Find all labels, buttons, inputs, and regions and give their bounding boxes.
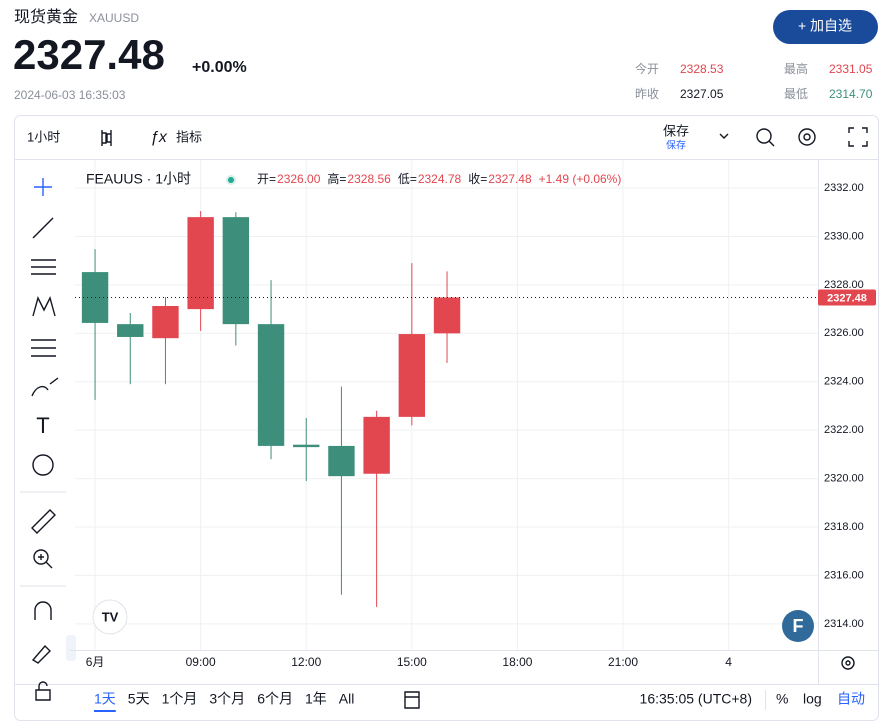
candle-body — [187, 217, 214, 310]
y-tick-label: 2316.00 — [824, 569, 864, 581]
pattern-tool[interactable] — [32, 296, 56, 317]
stat-label: 最高 — [784, 61, 808, 76]
y-tick-label: 2314.00 — [824, 618, 864, 630]
x-tick-label: 21:00 — [608, 655, 638, 669]
timestamp: 2024-06-03 16:35:03 — [14, 88, 126, 102]
ruler-tool[interactable] — [31, 509, 56, 534]
y-tick-label: 2332.00 — [824, 182, 864, 194]
range-button[interactable]: 5天 — [128, 691, 150, 707]
fx-icon[interactable]: ƒx — [150, 129, 168, 146]
range-button[interactable]: 1天 — [94, 691, 116, 707]
y-tick-label: 2330.00 — [824, 230, 864, 242]
candle-body — [363, 416, 390, 474]
f-badge[interactable]: F — [782, 610, 814, 642]
legend-value: 2326.00 — [277, 172, 321, 186]
alert-icon[interactable] — [756, 128, 775, 147]
last-price-label: 2327.48 — [827, 292, 867, 304]
save-button[interactable]: 保存 — [663, 123, 689, 138]
candle-body — [222, 217, 250, 325]
line-tool[interactable] — [32, 217, 54, 239]
y-tick-label: 2318.00 — [824, 521, 864, 533]
add-watchlist-label[interactable]: + 加自选 — [798, 18, 852, 34]
stat-value: 2327.05 — [680, 87, 724, 101]
y-tick-label: 2320.00 — [824, 473, 864, 485]
stat-value: 2328.53 — [680, 62, 724, 76]
settings-icon[interactable] — [798, 128, 816, 146]
candle-body — [257, 324, 285, 446]
date-range-icon[interactable] — [404, 691, 420, 709]
fib-tool[interactable] — [31, 339, 56, 357]
svg-text:TV: TV — [102, 609, 119, 624]
lock-draw-tool[interactable] — [31, 644, 51, 664]
stat-label: 昨收 — [635, 87, 659, 101]
chart-frame — [14, 115, 879, 721]
range-button[interactable]: All — [339, 691, 355, 707]
indicators-button[interactable]: 指标 — [176, 129, 202, 144]
legend-value: 2327.48 — [488, 172, 532, 186]
candle-body — [293, 444, 320, 448]
drawing-tools: T — [20, 178, 76, 701]
x-tick-label: 6月 — [86, 655, 105, 669]
range-button[interactable]: 6个月 — [257, 691, 293, 707]
legend-change: +1.49 (+0.06%) — [539, 172, 622, 186]
candle-type-icon[interactable] — [101, 130, 112, 146]
stat-label: 最低 — [784, 87, 808, 101]
svg-text:F: F — [793, 616, 804, 636]
clock: 16:35:05 (UTC+8) — [640, 691, 752, 707]
brush-tool[interactable] — [31, 377, 59, 397]
stat-value: 2331.05 — [829, 62, 873, 76]
x-tick-label: 4 — [725, 655, 732, 669]
interval-button[interactable]: 1小时 — [27, 129, 60, 144]
market-status-dot — [228, 177, 234, 183]
scale-option[interactable]: 自动 — [837, 691, 865, 707]
title: 现货黄金 — [14, 8, 78, 26]
tv-logo[interactable]: TV — [92, 599, 128, 635]
chart-settings-icon[interactable] — [841, 656, 855, 670]
stat-label: 今开 — [635, 61, 659, 76]
range-button[interactable]: 1年 — [305, 691, 327, 707]
candle-body — [328, 445, 355, 477]
lock-tool[interactable] — [35, 681, 51, 701]
candle-body — [152, 305, 179, 339]
candle-body — [398, 334, 426, 417]
x-tick-label: 18:00 — [502, 655, 532, 669]
y-tick-label: 2326.00 — [824, 327, 864, 339]
fullscreen-icon[interactable] — [848, 127, 868, 147]
stat-value: 2314.70 — [829, 87, 873, 101]
candle-body — [433, 297, 461, 334]
save-menu-icon[interactable] — [719, 133, 729, 139]
emoji-tool[interactable] — [32, 454, 54, 476]
scale-option[interactable]: % — [776, 691, 788, 707]
legend-label: 低= — [398, 172, 417, 186]
legend-label: 开= — [257, 172, 276, 186]
magnet-tool[interactable] — [34, 601, 52, 620]
range-button[interactable]: 1个月 — [162, 691, 198, 707]
x-tick-label: 09:00 — [186, 655, 216, 669]
legend-label: 高= — [327, 171, 346, 186]
legend-value: 2328.56 — [347, 172, 391, 186]
add-watchlist-button[interactable] — [773, 10, 878, 44]
last-price-tag — [818, 289, 876, 306]
legend-value: 2324.78 — [418, 172, 462, 186]
symbol: XAUUSD — [89, 11, 139, 25]
range-button[interactable]: 3个月 — [209, 691, 245, 707]
scale-option[interactable]: log — [803, 691, 822, 707]
chart-title: FEAUUS · 1小时 — [86, 171, 191, 187]
zoom-tool[interactable] — [33, 549, 53, 569]
x-tick-label: 15:00 — [397, 655, 427, 669]
parallel-tool[interactable] — [31, 259, 56, 275]
crosshair-tool[interactable] — [34, 178, 52, 196]
text-tool[interactable]: T — [36, 413, 49, 438]
y-tick-label: 2322.00 — [824, 424, 864, 436]
y-tick-label: 2328.00 — [824, 279, 864, 291]
x-tick-label: 12:00 — [291, 655, 321, 669]
y-tick-label: 2324.00 — [824, 376, 864, 388]
candle-body — [117, 324, 144, 337]
change: +0.00% — [192, 59, 247, 76]
legend-label: 收= — [468, 172, 487, 186]
price: 2327.48 — [13, 31, 165, 78]
collapse-toolbar[interactable] — [66, 635, 76, 661]
save-status: 保存 — [666, 139, 686, 152]
